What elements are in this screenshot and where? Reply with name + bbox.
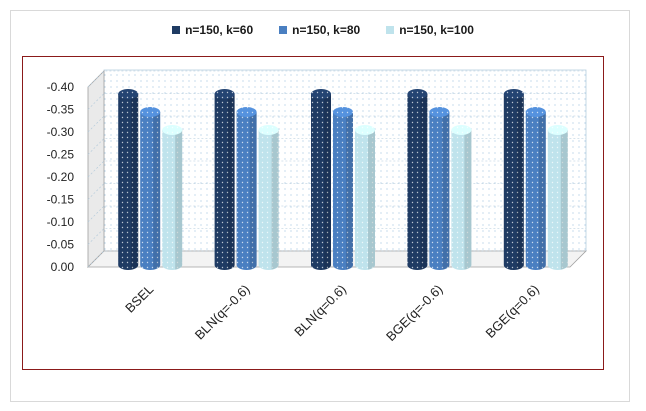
y-tick-label: -0.20 — [47, 170, 75, 184]
side-wall — [87, 70, 105, 268]
y-axis-ticks: 0.00 -0.05 -0.10 -0.15 -0.20 -0.25 -0.30 -0.35 -… — [47, 80, 75, 274]
bar-3-1 — [429, 107, 450, 270]
y-tick-label: -0.40 — [47, 80, 75, 94]
bar-0-1 — [140, 107, 161, 270]
x-category-label: BGE(q=0.6) — [483, 282, 542, 341]
y-tick-label: -0.10 — [47, 215, 75, 229]
bar-1-2 — [258, 125, 279, 270]
y-tick-label: -0.05 — [47, 238, 75, 252]
y-tick-label: -0.35 — [47, 103, 75, 117]
bar-4-0 — [503, 89, 524, 270]
legend-label-k80: n=150, k=80 — [292, 23, 361, 37]
y-tick-label: -0.30 — [47, 125, 75, 139]
x-category-label: BLN(q=0.6) — [291, 282, 349, 340]
legend: n=150, k=60 n=150, k=80 n=150, k=100 — [0, 20, 646, 40]
bar-0-0 — [118, 89, 139, 270]
x-category-label: BLN(q=-0.6) — [192, 282, 253, 343]
y-tick-label: -0.25 — [47, 148, 75, 162]
legend-item-k80: n=150, k=80 — [279, 20, 360, 40]
bar-3-0 — [407, 89, 428, 270]
x-axis-categories: BSEL BLN(q=-0.6) BLN(q=0.6) BGE(q=-0.6) BGE(… — [122, 282, 542, 344]
legend-item-k100: n=150, k=100 — [386, 20, 474, 40]
legend-label-k100: n=150, k=100 — [399, 23, 474, 37]
bars — [118, 89, 568, 270]
bar-2-2 — [355, 125, 375, 270]
bar-4-2 — [547, 125, 568, 270]
bar-2-1 — [333, 107, 353, 270]
x-category-label: BSEL — [122, 282, 156, 316]
bar-0-2 — [162, 125, 183, 270]
plot-frame — [22, 56, 604, 370]
legend-swatch-k80 — [279, 26, 288, 34]
bar-3-2 — [451, 125, 472, 270]
y-tick-label: 0.00 — [51, 260, 75, 274]
bar-4-1 — [525, 107, 546, 270]
bar-1-1 — [236, 107, 257, 270]
y-tick-label: -0.15 — [47, 193, 75, 207]
x-category-label: BGE(q=-0.6) — [383, 282, 445, 344]
bar-1-0 — [214, 89, 235, 270]
legend-swatch-k60 — [172, 26, 181, 34]
legend-label-k60: n=150, k=60 — [185, 23, 254, 37]
bar-2-0 — [311, 89, 331, 270]
legend-item-k60: n=150, k=60 — [172, 20, 253, 40]
legend-swatch-k100 — [386, 26, 395, 34]
